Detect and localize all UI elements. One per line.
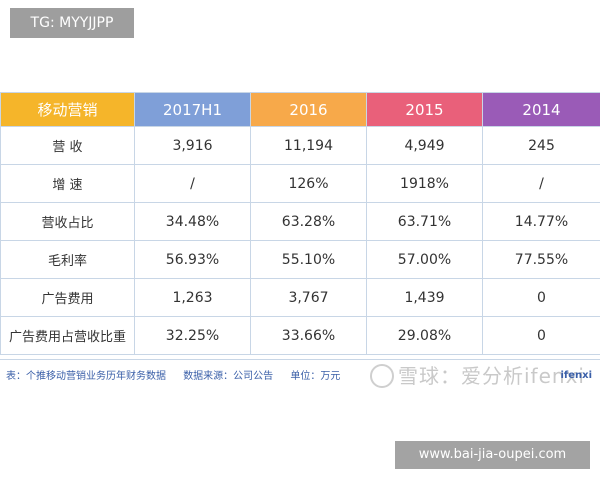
row-label: 营收占比 [0,202,135,241]
row-label: 增 速 [0,164,135,203]
snowball-logo-icon [370,363,394,388]
table-row: 营 收 3,916 11,194 4,949 245 [0,126,600,165]
table-cell: 1,263 [134,278,251,317]
table-row: 广告费用占营收比重 32.25% 33.66% 29.08% 0 [0,316,600,355]
table-cell: 77.55% [482,240,600,279]
data-source: 数据来源：公司公告 [183,371,274,382]
header-cell-2016: 2016 [250,92,367,127]
table-cell: 1,439 [366,278,483,317]
table-cell: 34.48% [134,202,251,241]
brand-mark: ifenxi [560,370,592,381]
table-cell: / [134,164,251,203]
table-cell: 63.71% [366,202,483,241]
caption-bar: 表：个推移动营销业务历年财务数据 数据来源：公司公告 单位：万元 [0,359,600,388]
table-header-row: 移动营销 2017H1 2016 2015 2014 [0,92,600,127]
row-label: 毛利率 [0,240,135,279]
row-label: 广告费用占营收比重 [0,316,135,355]
table-row: 营收占比 34.48% 63.28% 63.71% 14.77% [0,202,600,241]
table-cell: / [482,164,600,203]
row-label: 广告费用 [0,278,135,317]
table-cell: 29.08% [366,316,483,355]
header-cell-2014: 2014 [482,92,600,127]
table-cell: 63.28% [250,202,367,241]
unit-note: 单位：万元 [290,371,341,382]
financial-table: 移动营销 2017H1 2016 2015 2014 营 收 3,916 11,… [0,92,600,355]
table-cell: 56.93% [134,240,251,279]
table-cell: 57.00% [366,240,483,279]
table-cell: 245 [482,126,600,165]
top-tag: TG: MYYJJPP [10,8,134,38]
table-cell: 3,767 [250,278,367,317]
bottom-tag: www.bai-jia-oupei.com [395,441,590,469]
table-cell: 0 [482,278,600,317]
table-note: 表：个推移动营销业务历年财务数据 [6,371,166,382]
table-row: 广告费用 1,263 3,767 1,439 0 [0,278,600,317]
table-row: 增 速 / 126% 1918% / [0,164,600,203]
table-cell: 0 [482,316,600,355]
table-cell: 1918% [366,164,483,203]
table-cell: 3,916 [134,126,251,165]
header-cell-2015: 2015 [366,92,483,127]
watermark: 雪球：爱分析ifenxi [370,360,585,390]
table-cell: 4,949 [366,126,483,165]
header-cell-2017h1: 2017H1 [134,92,251,127]
table-cell: 11,194 [250,126,367,165]
header-cell-category: 移动营销 [0,92,135,127]
row-label: 营 收 [0,126,135,165]
table-cell: 32.25% [134,316,251,355]
table-cell: 126% [250,164,367,203]
table-cell: 14.77% [482,202,600,241]
table-cell: 33.66% [250,316,367,355]
table-cell: 55.10% [250,240,367,279]
caption: 表：个推移动营销业务历年财务数据 数据来源：公司公告 单位：万元 [6,367,354,382]
watermark-text: 雪球：爱分析ifenxi [398,364,585,388]
table-row: 毛利率 56.93% 55.10% 57.00% 77.55% [0,240,600,279]
